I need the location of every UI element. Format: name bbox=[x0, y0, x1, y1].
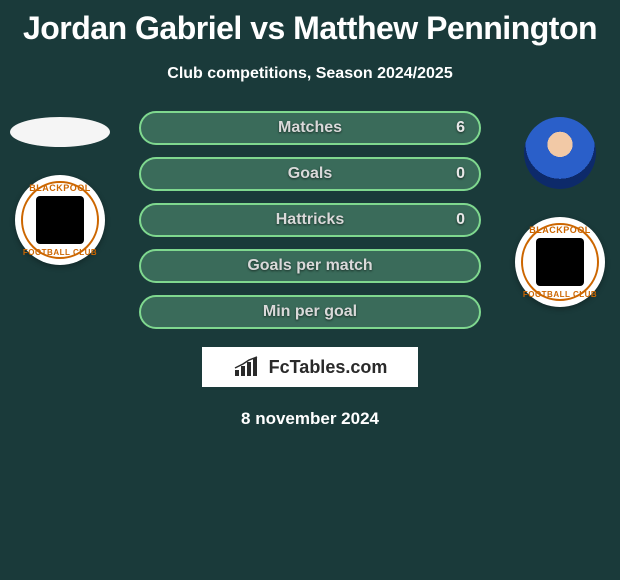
subtitle: Club competitions, Season 2024/2025 bbox=[0, 65, 620, 83]
badge-top-text: BLACKPOOL bbox=[529, 225, 591, 235]
stat-right-value: 6 bbox=[456, 119, 465, 137]
stat-right-value: 0 bbox=[456, 211, 465, 229]
stat-bar: Goals 0 bbox=[139, 157, 481, 191]
page-title: Jordan Gabriel vs Matthew Pennington bbox=[0, 0, 620, 47]
stat-right-value: 0 bbox=[456, 165, 465, 183]
brand-logo-box: FcTables.com bbox=[202, 347, 418, 387]
stat-label: Goals bbox=[288, 165, 332, 183]
badge-bottom-text: FOOTBALL CLUB bbox=[23, 248, 97, 257]
stat-bar: Matches 6 bbox=[139, 111, 481, 145]
right-player-column: BLACKPOOL FOOTBALL CLUB bbox=[510, 117, 610, 307]
stats-area: BLACKPOOL FOOTBALL CLUB BLACKPOOL FOOTBA… bbox=[0, 111, 620, 429]
stat-bar: Goals per match bbox=[139, 249, 481, 283]
date-text: 8 november 2024 bbox=[0, 409, 620, 429]
stat-label: Matches bbox=[278, 119, 342, 137]
badge-bottom-text: FOOTBALL CLUB bbox=[523, 290, 597, 299]
player-right-club-badge: BLACKPOOL FOOTBALL CLUB bbox=[515, 217, 605, 307]
player-left-club-badge: BLACKPOOL FOOTBALL CLUB bbox=[15, 175, 105, 265]
stat-bars: Matches 6 Goals 0 Hattricks 0 Goals per … bbox=[139, 111, 481, 329]
player-right-avatar bbox=[524, 117, 596, 189]
badge-top-text: BLACKPOOL bbox=[29, 183, 91, 193]
stat-label: Hattricks bbox=[276, 211, 344, 229]
left-player-column: BLACKPOOL FOOTBALL CLUB bbox=[10, 117, 110, 265]
stat-bar: Min per goal bbox=[139, 295, 481, 329]
player-left-avatar bbox=[10, 117, 110, 147]
stat-label: Min per goal bbox=[263, 303, 357, 321]
bar-chart-icon bbox=[233, 356, 263, 378]
brand-text: FcTables.com bbox=[269, 357, 388, 378]
stat-bar: Hattricks 0 bbox=[139, 203, 481, 237]
stat-label: Goals per match bbox=[247, 257, 372, 275]
